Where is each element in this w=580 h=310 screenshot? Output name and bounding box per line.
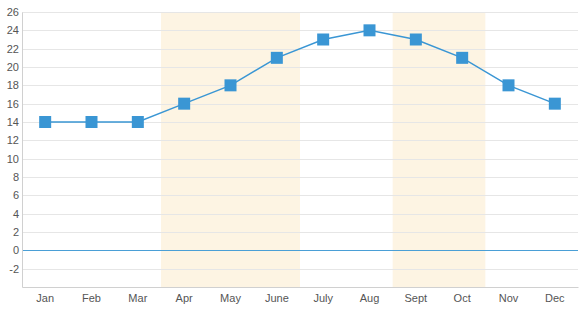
x-tick-label: Aug — [360, 292, 380, 304]
chart: -202468101214161820222426JanFebMarAprMay… — [0, 0, 580, 310]
marker — [317, 34, 329, 46]
y-tick: 12 — [7, 134, 22, 146]
y-tick-label: 26 — [7, 6, 19, 18]
zero-line — [22, 250, 578, 251]
line — [45, 30, 555, 122]
highlight-band — [161, 12, 300, 287]
marker — [39, 116, 51, 128]
x-tick-label: Jan — [36, 292, 54, 304]
grid-line — [22, 214, 578, 215]
x-tick: Mar — [128, 287, 147, 304]
y-tick-label: 0 — [13, 244, 19, 256]
x-tick: Oct — [454, 287, 471, 304]
marker — [178, 98, 190, 110]
marker — [132, 116, 144, 128]
x-tick-label: July — [313, 292, 333, 304]
y-tick-label: 10 — [7, 153, 19, 165]
x-tick-label: Nov — [499, 292, 519, 304]
y-tick: 8 — [13, 171, 22, 183]
x-tick: May — [220, 287, 241, 304]
y-tick-label: 14 — [7, 116, 19, 128]
marker — [410, 34, 422, 46]
y-tick: 26 — [7, 6, 22, 18]
grid — [22, 13, 578, 270]
marker — [364, 24, 376, 36]
x-tick-label: Feb — [82, 292, 101, 304]
markers — [39, 24, 561, 128]
x-axis: Jan Feb Mar Apr May June July Aug Sept Oct Nov Dec — [23, 287, 579, 304]
grid-line — [22, 67, 578, 68]
x-tick: Apr — [176, 287, 193, 304]
y-tick-label: 2 — [13, 226, 19, 238]
y-tick-label: 24 — [7, 24, 19, 36]
x-tick-label: Dec — [545, 292, 565, 304]
y-tick-label: 4 — [13, 208, 19, 220]
x-axis-line — [23, 287, 579, 288]
x-tick-label: May — [220, 292, 241, 304]
y-tick-label: 6 — [13, 189, 19, 201]
y-tick-label: 8 — [13, 171, 19, 183]
y-tick: 18 — [7, 79, 22, 91]
y-tick-label: 12 — [7, 134, 19, 146]
y-tick-label: 20 — [7, 61, 19, 73]
x-tick: Aug — [360, 287, 380, 304]
y-tick: 6 — [13, 189, 22, 201]
grid-line — [22, 104, 578, 105]
x-tick: July — [313, 287, 333, 304]
y-tick-label: -2 — [9, 263, 19, 275]
marker — [549, 98, 561, 110]
y-tick: 14 — [7, 116, 22, 128]
grid-line — [22, 12, 578, 13]
x-tick-label: June — [265, 292, 289, 304]
y-axis-line — [22, 13, 23, 288]
plot-area — [22, 12, 578, 287]
marker — [225, 79, 237, 91]
marker — [503, 79, 515, 91]
y-tick: 20 — [7, 61, 22, 73]
y-tick: 0 — [13, 244, 22, 256]
marker — [86, 116, 98, 128]
y-tick: 16 — [7, 98, 22, 110]
y-tick: 10 — [7, 153, 22, 165]
x-tick-label: Mar — [128, 292, 147, 304]
marker — [456, 52, 468, 64]
y-tick: 24 — [7, 24, 22, 36]
x-tick: Jan — [36, 287, 54, 304]
y-tick: 22 — [7, 43, 22, 55]
x-tick: Nov — [499, 287, 519, 304]
x-tick: Sept — [405, 287, 428, 304]
y-tick-label: 16 — [7, 98, 19, 110]
highlight-band — [393, 12, 486, 287]
x-tick: June — [265, 287, 289, 304]
y-tick-label: 22 — [7, 43, 19, 55]
y-tick: 2 — [13, 226, 22, 238]
x-tick-label: Apr — [176, 292, 193, 304]
grid-line — [22, 159, 578, 160]
grid-line — [22, 85, 578, 86]
plot: -202468101214161820222426JanFebMarAprMay… — [7, 6, 579, 304]
grid-line — [22, 30, 578, 31]
y-axis: -202468101214161820222426 — [7, 6, 23, 287]
y-tick: -2 — [9, 263, 22, 275]
grid-line — [22, 269, 578, 270]
y-tick-label: 18 — [7, 79, 19, 91]
grid-line — [22, 195, 578, 196]
y-tick: 4 — [13, 208, 22, 220]
grid-line — [22, 232, 578, 233]
x-tick: Feb — [82, 287, 101, 304]
x-tick: Dec — [545, 287, 565, 304]
marker — [271, 52, 283, 64]
x-tick-label: Oct — [454, 292, 471, 304]
x-tick-label: Sept — [405, 292, 428, 304]
grid-line — [22, 140, 578, 141]
grid-line — [22, 177, 578, 178]
